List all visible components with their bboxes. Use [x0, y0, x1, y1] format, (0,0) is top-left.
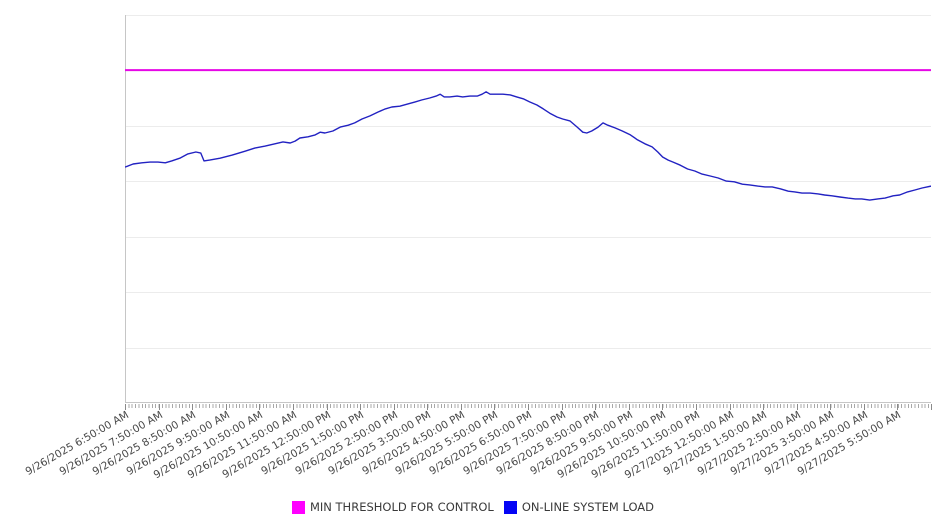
x-axis-hour-tick [897, 404, 899, 410]
x-axis-hour-tick [662, 404, 664, 410]
legend-item-online-system-load: ON-LINE SYSTEM LOAD [503, 500, 655, 514]
x-axis-hour-tick [427, 404, 429, 410]
legend: MIN THRESHOLD FOR CONTROL ON-LINE SYSTEM… [0, 500, 946, 514]
x-axis-hour-tick [192, 404, 194, 410]
x-axis-hour-tick [460, 404, 462, 410]
x-axis-hour-tick [695, 404, 697, 410]
x-axis-hour-tick [528, 404, 529, 410]
x-axis-hour-tick [931, 404, 932, 410]
x-axis-hour-tick [830, 404, 832, 410]
x-axis-hour-tick [259, 404, 261, 410]
legend-label-min-threshold: MIN THRESHOLD FOR CONTROL [309, 500, 494, 514]
x-axis-hour-tick [158, 404, 160, 410]
x-axis-hour-tick [393, 404, 395, 410]
legend-item-min-threshold: MIN THRESHOLD FOR CONTROL [291, 500, 494, 514]
plot-area [125, 15, 931, 403]
x-axis-hour-tick [360, 404, 362, 410]
x-axis-hour-tick [225, 404, 227, 410]
x-axis-hour-tick [595, 404, 597, 410]
x-axis-hour-tick [863, 404, 865, 410]
x-axis-hour-tick [326, 404, 328, 410]
x-axis-hour-tick [292, 404, 294, 410]
legend-swatch-min-threshold-icon [291, 500, 305, 514]
x-axis-hour-tick [763, 404, 765, 410]
x-axis-hour-tick [125, 404, 126, 410]
x-axis-hour-tick [561, 404, 563, 410]
x-axis-hour-tick [628, 404, 630, 410]
online-system-load-line [125, 91, 931, 201]
legend-label-online-system-load: ON-LINE SYSTEM LOAD [521, 500, 655, 514]
x-axis-hour-tick [729, 404, 731, 410]
legend-swatch-online-system-load-icon [503, 500, 517, 514]
x-axis-hour-tick [796, 404, 798, 410]
x-axis-hour-tick [494, 404, 496, 410]
